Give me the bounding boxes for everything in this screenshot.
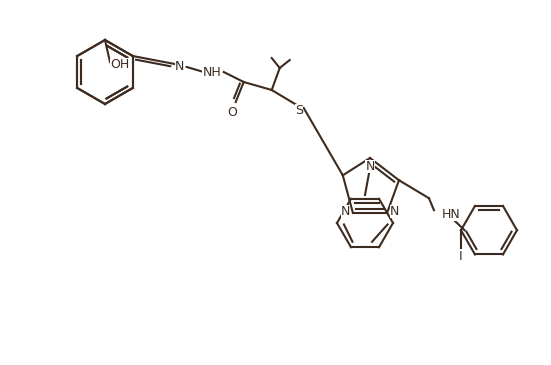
Text: HN: HN xyxy=(442,208,461,221)
Text: O: O xyxy=(227,105,236,119)
Text: N: N xyxy=(365,160,375,173)
Text: N: N xyxy=(390,205,399,218)
Text: NH: NH xyxy=(202,65,221,78)
Text: N: N xyxy=(341,205,350,218)
Text: OH: OH xyxy=(110,58,129,70)
Text: N: N xyxy=(175,61,185,73)
Text: I: I xyxy=(459,250,463,263)
Text: S: S xyxy=(295,104,302,116)
